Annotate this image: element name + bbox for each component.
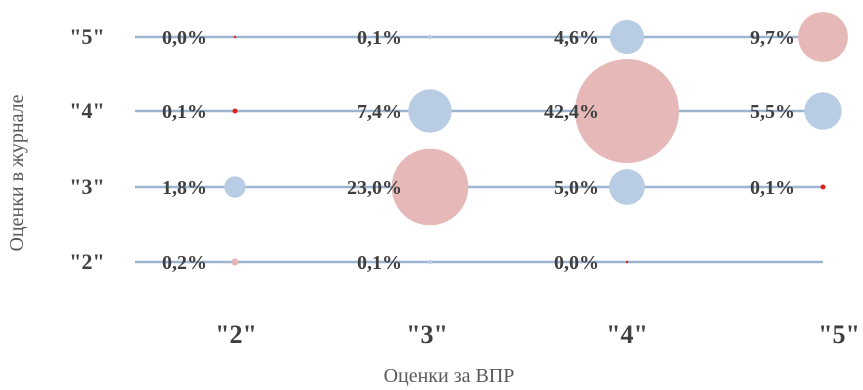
data-label: 0,1% — [750, 177, 795, 199]
bubble — [609, 169, 645, 205]
data-labels: 0,0% 0,1% 4,6% 9,7% 0,1% 7,4% 42,4% 5,5% 1,8% 23,… — [162, 27, 795, 274]
data-label: 7,4% — [357, 101, 402, 123]
y-tick-label: "3" — [69, 174, 104, 199]
bubble — [233, 35, 237, 39]
data-label: 1,8% — [162, 177, 207, 199]
data-label: 0,1% — [357, 27, 402, 49]
bubble — [804, 92, 842, 130]
bubble — [427, 259, 433, 265]
data-label: 0,1% — [357, 252, 402, 274]
bubble — [224, 176, 246, 198]
x-tick-label: "2" — [215, 320, 257, 349]
bubble — [575, 59, 679, 163]
y-tick-label: "4" — [69, 98, 104, 123]
data-label: 9,7% — [750, 27, 795, 49]
bubbles — [224, 12, 848, 266]
x-tick-label: "4" — [606, 320, 648, 349]
data-label: 0,0% — [554, 252, 599, 274]
bubble — [609, 19, 645, 55]
y-axis-ticks: "2" "3" "4" "5" — [69, 24, 104, 274]
data-label: 5,5% — [750, 101, 795, 123]
data-label: 42,4% — [544, 101, 599, 123]
y-tick-label: "2" — [69, 249, 104, 274]
data-label: 4,6% — [554, 27, 599, 49]
bubble — [798, 12, 848, 62]
x-tick-label: "5" — [818, 320, 860, 349]
bubble — [391, 148, 469, 226]
x-axis-ticks: "2" "3" "4" "5" — [215, 320, 860, 349]
bubble — [820, 184, 826, 190]
bubble — [427, 34, 433, 40]
y-tick-label: "5" — [69, 24, 104, 49]
data-label: 0,1% — [162, 101, 207, 123]
x-tick-label: "3" — [406, 320, 448, 349]
gridlines — [135, 35, 823, 264]
bubble — [231, 258, 239, 266]
data-label: 5,0% — [554, 177, 599, 199]
bubble — [408, 89, 452, 133]
data-label: 0,0% — [162, 27, 207, 49]
data-label: 0,2% — [162, 252, 207, 274]
bubble — [625, 260, 629, 264]
y-axis-title: Оценки в журнале — [6, 94, 28, 251]
bubble — [232, 108, 238, 114]
x-axis-title: Оценки за ВПР — [384, 365, 515, 387]
data-label: 23,0% — [347, 177, 402, 199]
